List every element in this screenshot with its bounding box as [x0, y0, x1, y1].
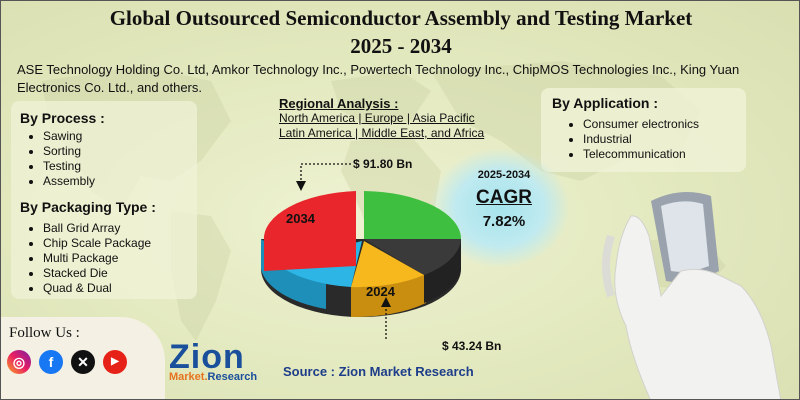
companies-list: ASE Technology Holding Co. Ltd, Amkor Te…	[17, 62, 740, 95]
list-item: Testing	[43, 159, 95, 174]
packaging-list: Ball Grid Array Chip Scale Package Multi…	[27, 221, 151, 296]
list-item: Telecommunication	[583, 147, 699, 162]
instagram-icon[interactable]: ◎	[7, 350, 31, 374]
list-item: Multi Package	[43, 251, 151, 266]
youtube-icon[interactable]: ▶	[103, 350, 127, 374]
value-2034: $ 91.80 Bn	[353, 157, 413, 171]
x-icon[interactable]: ✕	[71, 350, 95, 374]
pie-label-2034: 2034	[286, 211, 316, 226]
zion-logo: Zion Market.Research	[169, 338, 258, 383]
value-2024: $ 43.24 Bn	[442, 339, 502, 353]
application-panel: By Application : Consumer electronics In…	[541, 88, 746, 172]
process-heading: By Process :	[20, 110, 105, 126]
process-list: Sawing Sorting Testing Assembly	[27, 129, 95, 189]
follow-us-label: Follow Us :	[9, 325, 80, 341]
pie-slice-red	[263, 191, 356, 271]
list-item: Ball Grid Array	[43, 221, 151, 236]
title-line-1: Global Outsourced Semiconductor Assembly…	[109, 6, 693, 30]
list-item: Industrial	[583, 132, 699, 147]
regional-line-2: Latin America | Middle East, and Africa	[279, 126, 485, 140]
list-item: Quad & Dual	[43, 281, 151, 296]
facebook-icon[interactable]: f	[39, 350, 63, 374]
cagr-period: 2025-2034	[477, 169, 531, 181]
cagr-label: CAGR	[476, 187, 532, 208]
pointer-top	[300, 163, 351, 184]
pie-top	[263, 191, 461, 288]
list-item: Consumer electronics	[583, 117, 699, 132]
cagr-value: 7.82%	[482, 213, 526, 230]
pie-label-2024: 2024	[366, 284, 396, 299]
logo-main: Zion	[169, 338, 245, 376]
source-text: Source : Zion Market Research	[283, 364, 474, 379]
pie-slice-dark	[364, 239, 461, 275]
regional-heading: Regional Analysis :	[279, 96, 399, 111]
packaging-heading: By Packaging Type :	[20, 199, 156, 215]
logo-sub-b: Research	[207, 371, 258, 383]
regional-analysis: Regional Analysis : North America | Euro…	[279, 96, 484, 141]
logo-sub: Market.Research	[169, 371, 258, 383]
pie-slice-green	[364, 191, 461, 239]
pie-chart-3d: 2034 2024	[261, 163, 461, 341]
title-line-2: 2025 - 2034	[350, 34, 452, 58]
list-item: Sawing	[43, 129, 95, 144]
gloved-hand-wafer-image	[602, 192, 782, 399]
page-title: Global Outsourced Semiconductor Assembly…	[1, 4, 799, 60]
follow-us-panel: Follow Us : ◎ f ✕ ▶	[1, 317, 165, 399]
list-item: Stacked Die	[43, 266, 151, 281]
segments-panel: By Process : Sawing Sorting Testing Asse…	[11, 101, 197, 299]
regional-line-1: North America | Europe | Asia Pacific	[279, 111, 475, 125]
list-item: Chip Scale Package	[43, 236, 151, 251]
application-list: Consumer electronics Industrial Telecomm…	[567, 117, 699, 162]
list-item: Assembly	[43, 174, 95, 189]
list-item: Sorting	[43, 144, 95, 159]
pie-slice-yellow	[351, 241, 424, 288]
application-heading: By Application :	[552, 95, 659, 111]
